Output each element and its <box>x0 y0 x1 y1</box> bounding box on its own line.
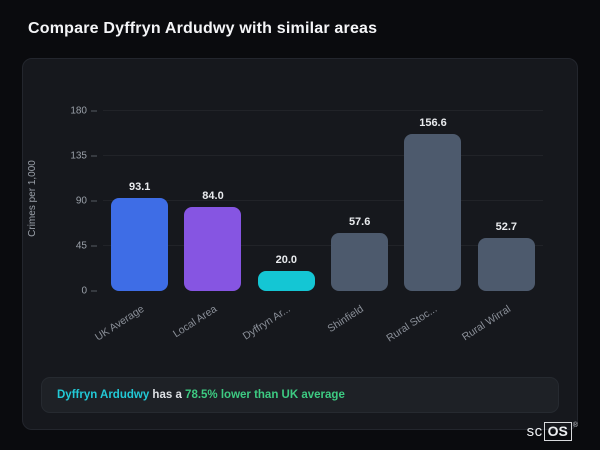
note-area-name: Dyffryn Ardudwy <box>57 389 150 401</box>
chart-card: Crimes per 1,000 93.1 UK Average 84.0 Local… <box>22 58 578 430</box>
bar-value-label: 84.0 <box>202 190 224 202</box>
bar-slot: 93.1 UK Average <box>93 105 176 343</box>
bar <box>404 134 462 291</box>
note-stat-text: 78.5% lower than UK average <box>185 389 345 401</box>
bar-slot: 52.7 Rural Wirral <box>460 105 543 343</box>
gridline <box>103 200 543 201</box>
registered-mark-icon: ® <box>572 422 578 429</box>
bar-slot: 84.0 Local Area <box>171 105 249 340</box>
y-tick-label: 0 <box>81 286 97 297</box>
x-axis-label: Rural Stoc... <box>384 303 440 345</box>
y-tick-mark <box>91 110 97 112</box>
x-axis-label: Rural Wirral <box>459 303 513 344</box>
bar <box>111 198 169 291</box>
x-axis-label: Shinfield <box>325 303 367 336</box>
bar-chart: Crimes per 1,000 93.1 UK Average 84.0 Local… <box>27 105 543 345</box>
y-tick-label: 90 <box>76 196 97 207</box>
y-tick-mark <box>91 245 97 247</box>
bar <box>184 207 242 291</box>
logo-prefix: sc <box>526 423 543 440</box>
bar <box>477 238 535 291</box>
x-axis-label: Dyffryn Ar... <box>240 303 293 343</box>
logo-boxed: OS <box>543 422 572 441</box>
y-tick-label: 180 <box>70 106 97 117</box>
bar-slot: 20.0 Dyffryn Ar... <box>241 105 323 343</box>
bar-value-label: 93.1 <box>128 181 151 193</box>
note-middle-text: has a <box>149 389 186 401</box>
scos-logo: sc OS ® <box>527 422 578 441</box>
y-axis-label-text: Crimes per 1,000 <box>26 159 38 237</box>
bar <box>257 271 315 291</box>
bar-value-label: 156.6 <box>419 117 447 129</box>
bars-container: 93.1 UK Average 84.0 Local Area 20.0 Dyffryn … <box>93 105 543 345</box>
y-tick-label: 135 <box>70 151 97 162</box>
gridline <box>103 245 543 246</box>
gridline <box>103 110 543 111</box>
y-tick-label: 45 <box>76 241 97 252</box>
bar-value-label: 57.6 <box>348 216 371 228</box>
bar-value-label: 52.7 <box>495 221 518 233</box>
bar-value-label: 20.0 <box>275 254 298 266</box>
gridline <box>103 155 543 156</box>
bar <box>331 233 389 291</box>
y-tick-mark <box>91 200 97 202</box>
bar-slot: 57.6 Shinfield <box>323 105 396 335</box>
bar-slot: 156.6 Rural Stoc... <box>385 105 469 345</box>
y-axis-label: Crimes per 1,000 <box>25 105 39 291</box>
y-tick-mark <box>91 290 97 292</box>
y-tick-mark <box>91 155 97 157</box>
summary-note: Dyffryn Ardudwy has a 78.5% lower than U… <box>41 377 559 413</box>
page-title: Compare Dyffryn Ardudwy with similar are… <box>28 20 378 37</box>
x-axis-label: Local Area <box>171 303 220 341</box>
x-axis-label: UK Average <box>92 303 147 344</box>
